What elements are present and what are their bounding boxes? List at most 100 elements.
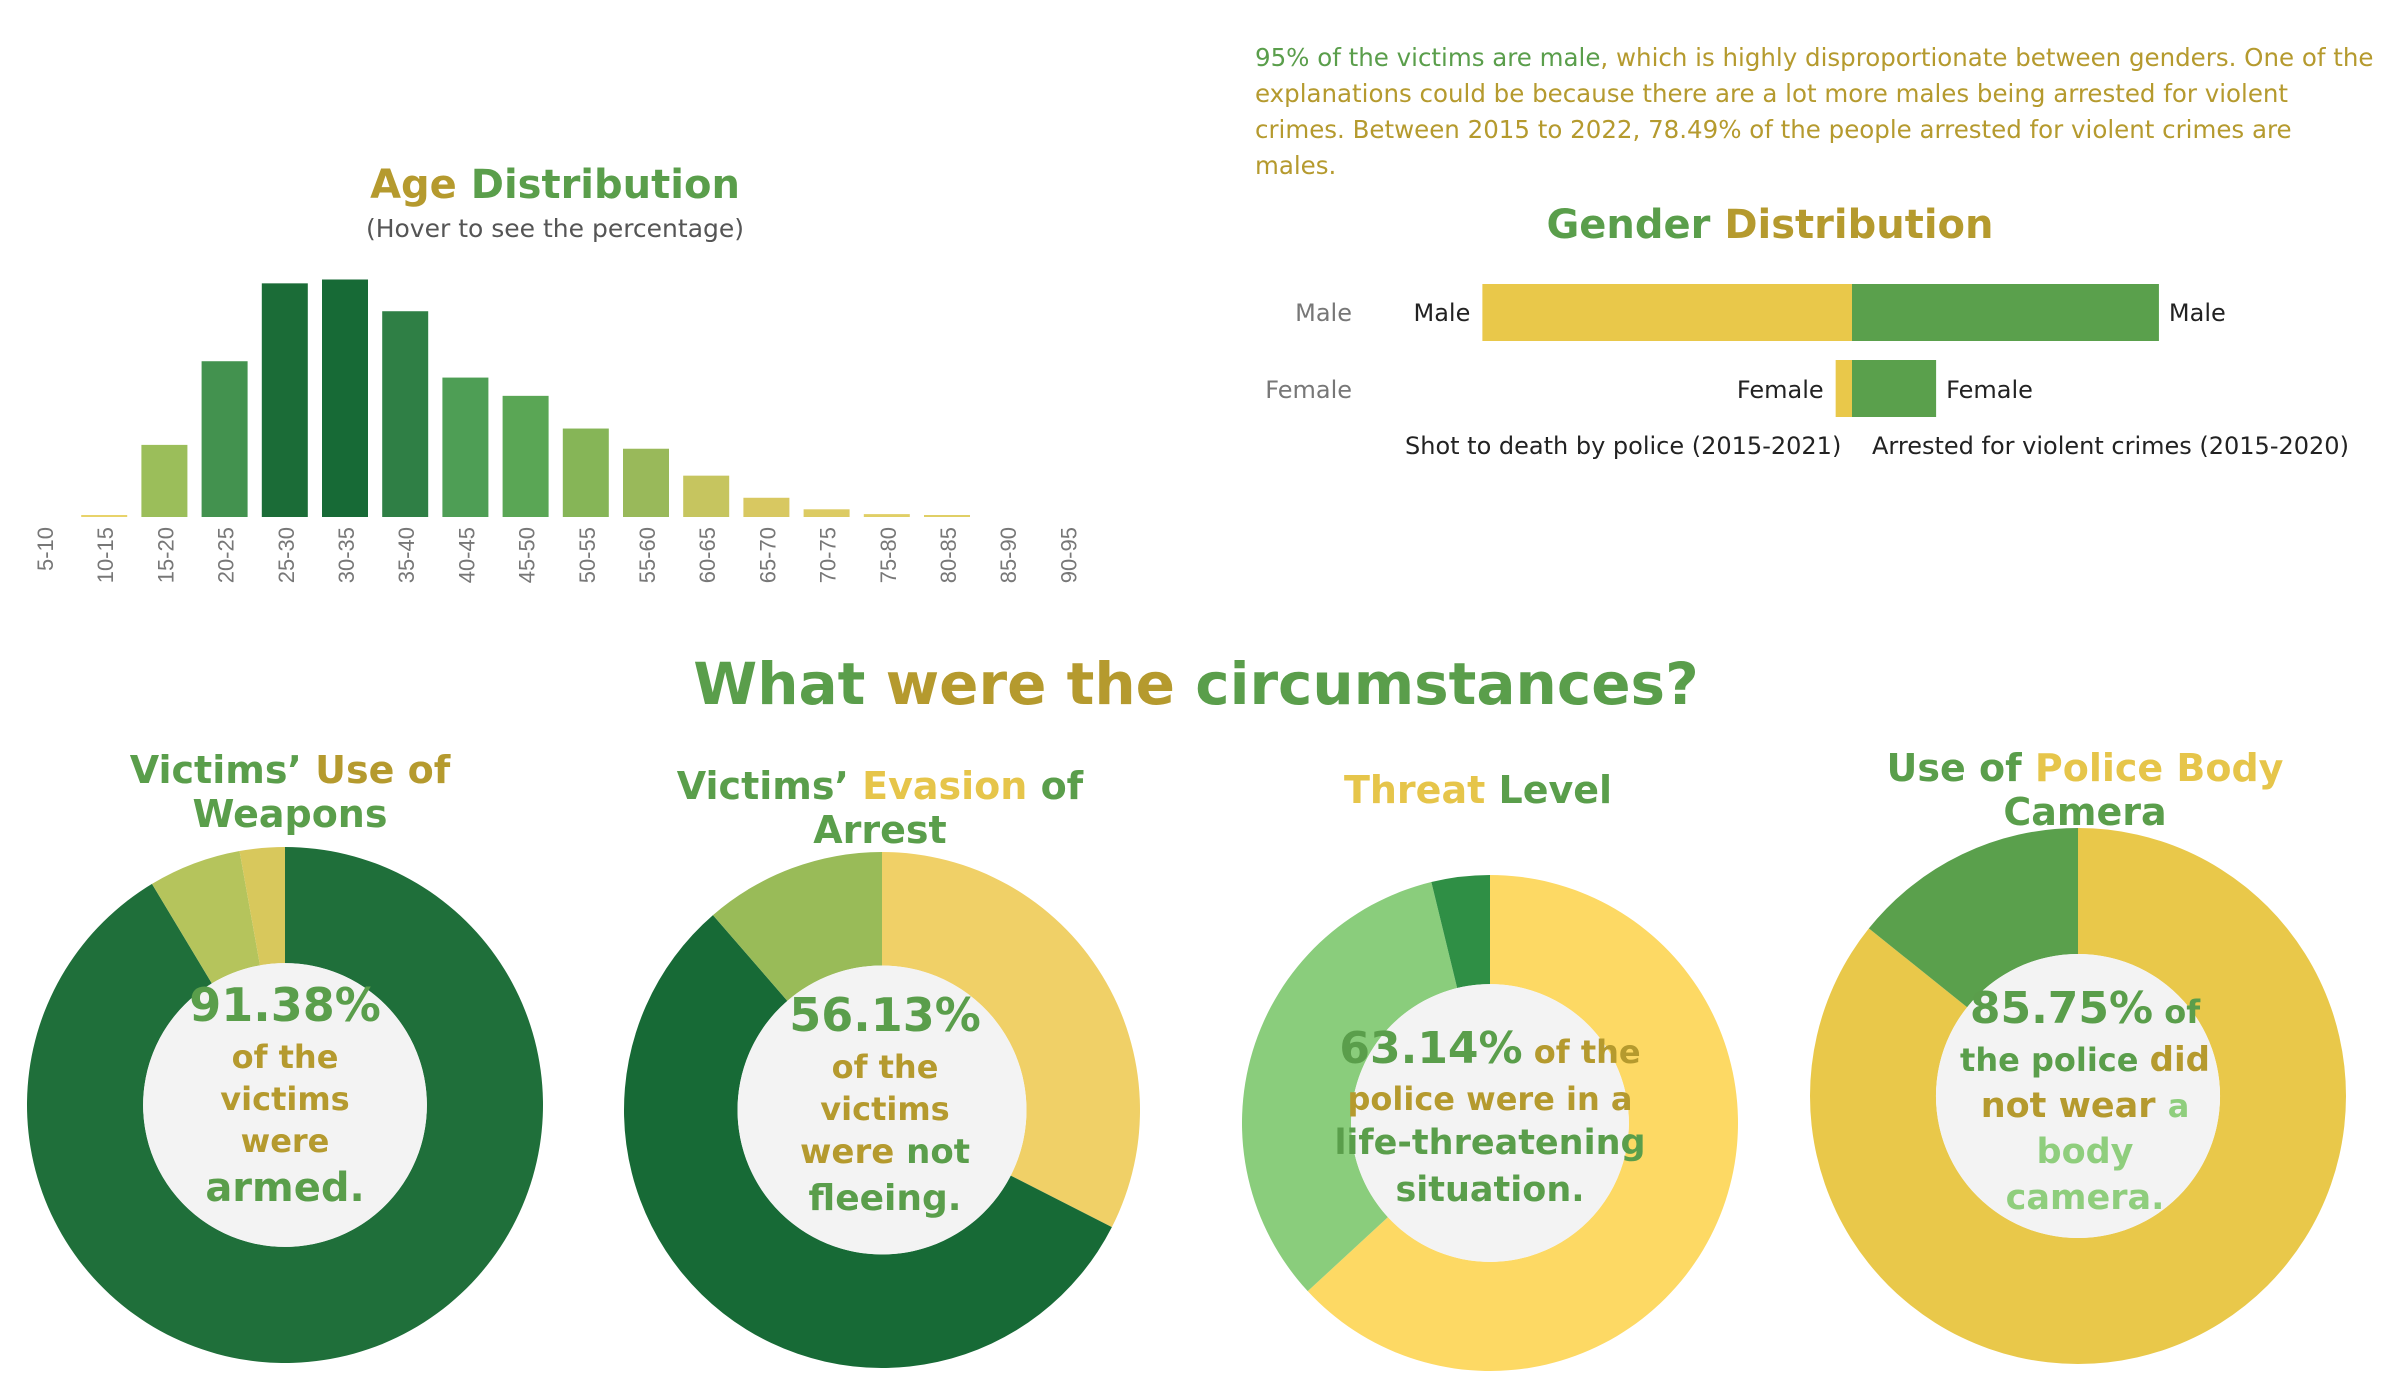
text-segment: Victims’	[129, 748, 316, 792]
age-bar[interactable]: 30-35: 24.7%	[322, 279, 368, 518]
text-segment: the police	[1960, 1041, 2150, 1080]
center-text-line: 56.13%	[720, 985, 1050, 1046]
gender-narrative: 95% of the victims are male, which is hi…	[1255, 40, 2375, 184]
age-bar[interactable]: 70-75: 0.8%	[803, 509, 850, 517]
text-segment: Use of	[315, 748, 464, 792]
donut-slice[interactable]	[239, 847, 285, 966]
age-bar[interactable]: 10-15: 0.1%	[81, 515, 128, 517]
text-segment: 63.14%	[1339, 1023, 1523, 1074]
arrested-bar-label: Female	[1946, 376, 2033, 404]
center-text-line: body	[1920, 1129, 2250, 1175]
text-segment: were	[800, 1132, 907, 1173]
center-text-line: 85.75% of	[1920, 980, 2250, 1038]
text-segment: Victims’	[676, 764, 863, 808]
donut-slice[interactable]	[1431, 875, 1490, 989]
donut-slice[interactable]	[1242, 882, 1458, 1292]
evasion-center-text: 56.13% of the victims were not fleeing.	[720, 985, 1050, 1223]
age-tick-label: 90-95	[1056, 527, 1081, 583]
age-bar[interactable]: 60-65: 4.3%	[683, 475, 730, 517]
age-chart-subtitle: (Hover to see the percentage)	[365, 214, 745, 243]
text-segment: Weapons	[192, 792, 388, 836]
shot-bar[interactable]	[1482, 284, 1852, 341]
age-bar[interactable]: 25-30: 24.3%	[261, 283, 308, 517]
age-bar[interactable]: 55-60: 7.1%	[623, 448, 669, 517]
text-segment: Police Body	[2034, 746, 2297, 790]
text-segment: victims	[220, 1079, 350, 1118]
donut-slice[interactable]	[151, 851, 260, 984]
text-segment: fleeing.	[808, 1178, 962, 1220]
age-bar[interactable]: 50-55: 9.2%	[562, 428, 609, 517]
text-segment: victims	[820, 1089, 950, 1128]
arrest-caption: Arrested for violent crimes (2015-2020)	[1872, 432, 2349, 460]
text-segment: police were in a	[1347, 1080, 1633, 1119]
age-tick-label: 60-65	[695, 527, 720, 583]
text-segment: camera.	[2005, 1178, 2165, 1219]
text-segment: of Arrest	[813, 764, 1097, 852]
age-bar[interactable]: 80-85: 0.2%	[924, 515, 970, 517]
donut-slice[interactable]	[1868, 828, 2078, 1008]
age-bar[interactable]: 15-20: 7.5%	[141, 444, 188, 517]
circumstances-title: What were the circumstances?	[0, 650, 2392, 718]
arrested-bar[interactable]	[1852, 360, 1937, 417]
text-segment: Camera	[2003, 790, 2167, 834]
age-bar[interactable]: 20-25: 16.2%	[201, 361, 248, 517]
text-segment: Gender	[1546, 202, 1725, 248]
age-tick-label: 70-75	[816, 527, 841, 583]
age-tick-label: 80-85	[936, 527, 961, 583]
text-segment: were	[240, 1122, 330, 1161]
text-segment: Threat	[1343, 768, 1499, 812]
bodycam-donut-title: Use of Police Body Camera	[1820, 746, 2350, 834]
bodycam-center-text: 85.75% of the police did not wear a body cam…	[1920, 980, 2250, 1222]
evasion-donut[interactable]	[622, 850, 1142, 1370]
text-segment: 91.38%	[189, 978, 381, 1032]
donut-slice[interactable]	[712, 852, 882, 1001]
age-bar[interactable]: 75-80: 0.3%	[863, 514, 910, 517]
shot-caption: Shot to death by police (2015-2021)	[1405, 432, 1841, 460]
center-text-line: victims	[720, 1088, 1050, 1130]
threat-center-text: 63.14% of the police were in a life-threat…	[1315, 1020, 1665, 1213]
center-text-line: the police did	[1920, 1038, 2250, 1083]
donut-hole	[1351, 984, 1629, 1262]
center-text-line: armed.	[120, 1162, 450, 1215]
age-bar[interactable]: 40-45: 14.5%	[442, 377, 489, 517]
text-segment: 85.75%	[1969, 983, 2154, 1034]
arrested-bar-label: Male	[2169, 299, 2226, 327]
age-tick-label: 20-25	[214, 527, 239, 583]
age-bar[interactable]: 35-40: 21.4%	[382, 311, 429, 517]
center-text-line: 63.14% of the	[1315, 1020, 1665, 1078]
arrested-bar[interactable]	[1852, 284, 2159, 341]
center-text-line: of the	[720, 1046, 1050, 1088]
gender-bar-chart[interactable]: Male Male Male Female Female Female Shot to de…	[1240, 270, 2350, 480]
donut-slice[interactable]	[26, 847, 543, 1363]
center-text-line: situation.	[1315, 1167, 1665, 1213]
text-segment: circumstances?	[1195, 650, 1699, 718]
center-text-line: camera.	[1920, 1175, 2250, 1221]
shot-bar[interactable]	[1835, 360, 1852, 417]
weapons-center-text: 91.38% of the victims were armed.	[120, 975, 450, 1215]
age-histogram[interactable]: 5-10 10-15: 0.1% 10-15 15-20: 7.5% 15-20 20-2…	[0, 255, 1110, 595]
age-tick-label: 75-80	[876, 527, 901, 583]
donut-slice[interactable]	[1307, 875, 1738, 1371]
age-chart-title: Age Distribution	[0, 162, 1110, 208]
threat-donut[interactable]	[1240, 873, 1740, 1373]
donut-hole	[143, 963, 427, 1247]
text-segment: of the	[231, 1037, 339, 1076]
age-bar[interactable]: 45-50: 12.6%	[502, 395, 549, 517]
evasion-donut-title: Victims’ Evasion of Arrest	[620, 764, 1140, 852]
text-segment: a	[2167, 1086, 2190, 1125]
donut-slice[interactable]	[882, 852, 1140, 1228]
text-segment: Distribution	[1724, 202, 1994, 248]
center-text-line: were	[120, 1120, 450, 1162]
age-tick-label: 30-35	[334, 527, 359, 583]
age-tick-label: 50-55	[575, 527, 600, 583]
weapons-donut[interactable]	[25, 845, 545, 1365]
age-tick-label: 65-70	[755, 527, 780, 583]
bodycam-donut[interactable]	[1808, 826, 2348, 1366]
donut-slice[interactable]	[623, 915, 1112, 1368]
threat-donut-title: Threat Level	[1218, 768, 1738, 812]
text-segment: of the	[831, 1047, 939, 1086]
age-tick-label: 5-10	[33, 527, 58, 571]
age-bar[interactable]: 65-70: 2%	[743, 497, 790, 517]
donut-slice[interactable]	[1810, 828, 2346, 1364]
text-segment: body	[2036, 1132, 2134, 1173]
